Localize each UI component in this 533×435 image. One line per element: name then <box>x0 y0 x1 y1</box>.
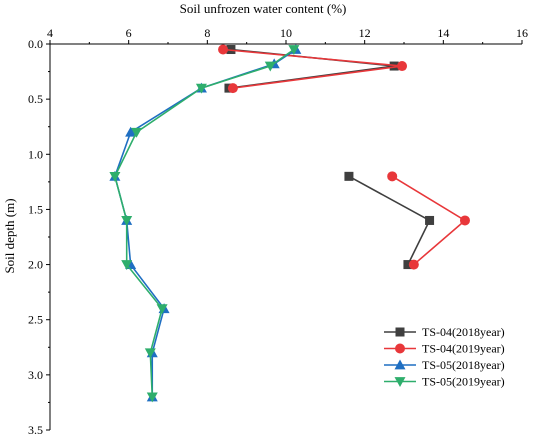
series-line <box>114 48 297 397</box>
legend-marker <box>395 343 405 354</box>
series-line <box>114 48 295 397</box>
series-ts-05-2018year <box>109 44 302 402</box>
data-point <box>121 216 133 226</box>
legend: TS-04(2018year) TS-04(2019year) TS-05(2018… <box>384 325 505 389</box>
x-tick-label: 10 <box>280 26 292 40</box>
legend-label: TS-04(2018year) <box>422 325 505 339</box>
x-tick-label: 14 <box>437 26 449 40</box>
data-point <box>131 127 143 138</box>
y-tick-label: 1.0 <box>28 147 43 161</box>
series-ts-04-2018year <box>224 45 435 270</box>
data-point <box>156 304 168 315</box>
data-point <box>459 215 470 226</box>
data-point <box>218 44 229 55</box>
data-point <box>288 45 300 56</box>
data-point <box>144 348 156 359</box>
data-point <box>264 61 276 72</box>
legend-marker <box>394 377 406 387</box>
data-point <box>227 83 238 94</box>
data-point <box>397 61 408 72</box>
data-point <box>125 126 137 137</box>
x-tick-label: 12 <box>359 26 371 40</box>
data-point <box>146 392 158 403</box>
series-line <box>348 175 431 265</box>
data-point <box>344 171 354 181</box>
series-ts-04-2019year <box>218 44 470 270</box>
y-tick-label: 0.5 <box>28 92 43 106</box>
legend-marker <box>394 359 406 370</box>
series-layer <box>109 44 470 403</box>
y-tick-label: 3.5 <box>28 423 43 435</box>
x-tick-label: 16 <box>516 26 528 40</box>
legend-label: TS-05(2018year) <box>422 358 505 372</box>
x-axis-title: Soil unfrozen water content (%) <box>180 1 347 16</box>
legend-label: TS-04(2019year) <box>422 342 505 356</box>
legend-marker <box>395 327 405 337</box>
x-tick-label: 4 <box>47 26 53 40</box>
y-tick-label: 1.5 <box>28 202 43 216</box>
axes: 4 6 8 10 12 14 16 0.0 0.5 1.0 1.5 2.0 2.5 3.0 3.5 <box>28 26 528 435</box>
series-line <box>228 48 395 89</box>
y-tick-label: 0.0 <box>28 37 43 51</box>
y-axis-title: Soil depth (m) <box>2 198 17 273</box>
series-ts-05-2019year <box>109 45 300 403</box>
y-tick-label: 2.5 <box>28 313 43 327</box>
data-point <box>121 260 133 271</box>
data-point <box>403 260 413 270</box>
data-point <box>195 83 207 94</box>
y-tick-label: 2.0 <box>28 258 43 272</box>
data-point <box>109 171 121 182</box>
data-point <box>425 215 435 225</box>
y-tick-label: 3.0 <box>28 368 43 382</box>
x-tick-label: 8 <box>204 26 210 40</box>
series-line <box>222 48 403 89</box>
data-point <box>408 259 419 270</box>
data-point <box>387 171 398 182</box>
x-tick-label: 6 <box>126 26 132 40</box>
legend-label: TS-05(2019year) <box>422 375 505 389</box>
